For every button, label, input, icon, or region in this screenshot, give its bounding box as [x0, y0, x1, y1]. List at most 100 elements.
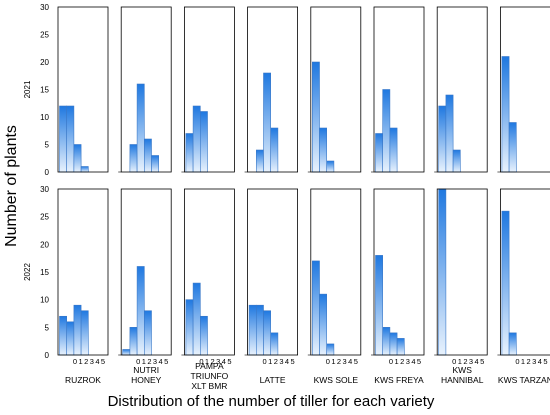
bar: [438, 105, 447, 173]
x-tick-label: 3: [153, 357, 157, 366]
bar: [396, 338, 405, 356]
variety-label: XLT BMR: [191, 381, 227, 391]
x-tick-label: 0: [452, 357, 456, 366]
bar: [185, 299, 194, 356]
x-tick-label: 3: [532, 357, 536, 366]
variety-label: KWS TARZAN: [498, 375, 550, 385]
x-tick-label: 1: [331, 357, 335, 366]
bar: [319, 293, 327, 356]
x-tick-label: 3: [406, 357, 410, 366]
x-tick-label: 4: [222, 357, 226, 366]
x-tick-label: 4: [95, 357, 99, 366]
variety-label: LATTE: [260, 375, 286, 385]
panel-frame: [120, 188, 172, 356]
bar: [200, 315, 208, 356]
y-tick-label: 15: [40, 268, 49, 277]
y-axis-title: Number of plants: [3, 125, 20, 247]
y-tick-label: 5: [45, 323, 50, 332]
bar: [136, 83, 145, 173]
bar: [319, 127, 327, 173]
y-tick-label: 25: [40, 213, 49, 222]
x-tick-label: 5: [480, 357, 484, 366]
bar: [59, 105, 67, 173]
x-tick-label: 5: [543, 357, 547, 366]
y-tick-label: 0: [45, 168, 50, 177]
bar: [129, 144, 138, 173]
bar: [66, 321, 75, 356]
variety-label: HANNIBAL: [441, 375, 484, 385]
variety-label: KWS FREYA: [374, 375, 424, 385]
x-tick-label: 4: [538, 357, 542, 366]
x-tick-label: 2: [84, 357, 88, 366]
y-tick-label: 25: [40, 31, 49, 40]
x-tick-label: 1: [458, 357, 462, 366]
bar: [73, 304, 82, 356]
x-tick-label: 2: [211, 357, 215, 366]
row-year-label: 2022: [23, 263, 32, 281]
bar: [185, 133, 194, 173]
x-tick-label: 0: [389, 357, 393, 366]
x-tick-label: 1: [521, 357, 525, 366]
x-tick-label: 2: [274, 357, 278, 366]
variety-label: KWS SOLE: [314, 375, 359, 385]
bar: [326, 160, 335, 173]
x-tick-label: 4: [411, 357, 415, 366]
panel-frame: [373, 188, 425, 356]
variety-label: PAMPA: [195, 361, 224, 371]
bar: [508, 332, 517, 356]
bar: [200, 111, 208, 173]
panel-frame: [183, 6, 235, 173]
x-tick-label: 4: [348, 357, 352, 366]
bar: [59, 315, 67, 356]
panel-frame: [247, 6, 299, 173]
panel-frame: [373, 6, 425, 173]
x-tick-label: 5: [354, 357, 358, 366]
bar: [144, 310, 152, 356]
variety-label: RUZROK: [65, 375, 101, 385]
bar: [144, 138, 152, 173]
y-tick-label: 30: [40, 3, 49, 12]
x-tick-label: 1: [395, 357, 399, 366]
x-tick-label: 2: [463, 357, 467, 366]
x-tick-label: 2: [337, 357, 341, 366]
bar: [192, 105, 201, 173]
x-tick-label: 0: [73, 357, 77, 366]
bar: [255, 149, 264, 173]
x-tick-label: 0: [326, 357, 330, 366]
bar: [375, 133, 383, 173]
x-tick-label: 1: [268, 357, 272, 366]
panel-frame: [499, 188, 550, 356]
panel-frame: [57, 188, 109, 356]
bar: [80, 166, 89, 173]
panel-frame: [183, 188, 235, 356]
bar: [192, 282, 201, 356]
x-tick-label: 1: [142, 357, 146, 366]
x-tick-label: 0: [515, 357, 519, 366]
x-tick-label: 2: [527, 357, 531, 366]
x-tick-label: 5: [101, 357, 105, 366]
bar: [311, 260, 320, 356]
bar: [452, 149, 461, 173]
x-tick-label: 2: [147, 357, 151, 366]
bar: [270, 127, 279, 173]
variety-label: TRIUNFO: [191, 371, 229, 381]
panel-frame: [436, 188, 488, 356]
y-tick-label: 20: [40, 240, 49, 249]
x-tick-label: 4: [159, 357, 163, 366]
x-tick-label: 2: [400, 357, 404, 366]
bar: [248, 304, 257, 356]
bar: [508, 122, 517, 173]
bar: [375, 255, 383, 356]
bar: [270, 332, 279, 356]
bar: [151, 155, 159, 173]
bar: [382, 89, 391, 173]
variety-label: NUTRI: [133, 365, 159, 375]
bar: [389, 332, 398, 356]
y-tick-label: 10: [40, 296, 49, 305]
y-tick-label: 30: [40, 185, 49, 194]
x-tick-label: 3: [216, 357, 220, 366]
y-tick-label: 10: [40, 113, 49, 122]
bar: [263, 310, 271, 356]
bar: [122, 349, 131, 356]
